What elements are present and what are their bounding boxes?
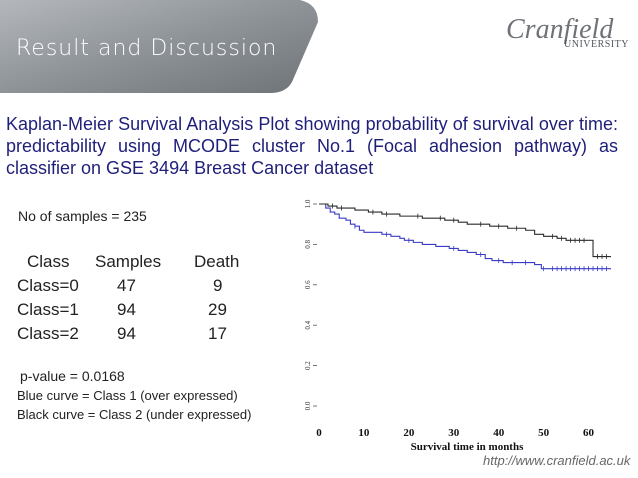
logo-name: Cranfield xyxy=(506,14,614,45)
y-tick-label: 0.6 xyxy=(304,280,312,289)
col-header-samples: Samples xyxy=(95,252,162,271)
header-band xyxy=(0,0,318,93)
km-curve-blue xyxy=(319,203,611,270)
x-tick-label: 60 xyxy=(583,427,595,439)
p-value: p-value = 0.0168 xyxy=(20,368,125,384)
class-cell: Class=0 xyxy=(17,276,79,295)
x-tick-label: 40 xyxy=(493,427,505,439)
x-tick-label: 20 xyxy=(403,427,415,439)
cranfield-logo: Cranfield UNIVERSITY xyxy=(500,14,630,56)
logo-subtitle: UNIVERSITY xyxy=(564,39,629,50)
slide-subtitle: Kaplan-Meier Survival Analysis Plot show… xyxy=(6,114,618,178)
x-tick-label: 30 xyxy=(448,427,460,439)
class-cell: Class=1 xyxy=(17,300,79,319)
death-cell: 17 xyxy=(208,324,227,343)
legend-blue-curve: Blue curve = Class 1 (over expressed) xyxy=(17,388,238,403)
class-cell: Class=2 xyxy=(17,324,79,343)
death-cell: 9 xyxy=(213,276,223,295)
y-tick-label: 0.4 xyxy=(304,320,312,329)
death-cell: 29 xyxy=(208,300,227,319)
km-curve-black xyxy=(319,203,611,258)
col-header-class: Class xyxy=(27,252,70,271)
samples-cell: 47 xyxy=(117,276,136,295)
legend-black-curve: Black curve = Class 2 (under expressed) xyxy=(17,407,252,422)
y-tick-label: 1.0 xyxy=(304,199,312,208)
sample-count: No of samples = 235 xyxy=(18,208,147,224)
x-tick-label: 10 xyxy=(358,427,370,439)
x-axis-label: Survival time in months xyxy=(411,441,524,453)
col-header-death: Death xyxy=(194,252,240,271)
page-title: Result and Discussion xyxy=(16,36,278,61)
x-tick-label: 50 xyxy=(538,427,550,439)
samples-cell: 94 xyxy=(117,324,136,343)
x-tick-label: 0 xyxy=(316,427,322,439)
y-tick-label: 0.2 xyxy=(304,361,312,370)
y-tick-label: 0.8 xyxy=(304,240,312,249)
footer-url: http://www.cranfield.ac.uk xyxy=(483,453,631,468)
y-tick-label: 0.0 xyxy=(304,401,312,410)
samples-cell: 94 xyxy=(117,300,136,319)
